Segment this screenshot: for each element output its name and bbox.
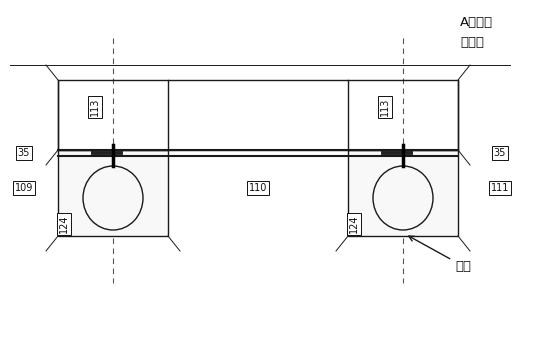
Text: 坡口: 坡口 [409, 236, 471, 272]
Text: 35: 35 [494, 148, 506, 158]
Text: 光顶紧: 光顶紧 [460, 37, 484, 49]
Text: 124: 124 [59, 215, 69, 233]
Text: 111: 111 [491, 183, 509, 193]
Text: 124: 124 [349, 215, 359, 233]
Text: 110: 110 [249, 183, 267, 193]
Text: A平面磨: A平面磨 [460, 16, 493, 30]
Text: 109: 109 [15, 183, 33, 193]
Text: 113: 113 [380, 98, 390, 116]
Text: 35: 35 [18, 148, 30, 158]
Text: 113: 113 [90, 98, 100, 116]
Bar [58, 150, 168, 236]
Bar [58, 80, 458, 150]
Bar [348, 150, 458, 236]
